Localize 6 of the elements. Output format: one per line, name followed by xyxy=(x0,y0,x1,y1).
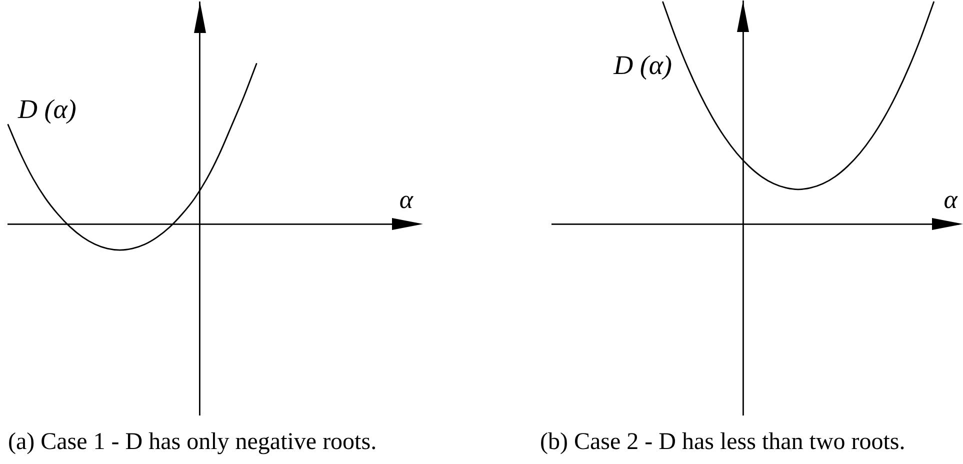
text: (b) Case 2 - D has less than two roots. xyxy=(540,429,906,455)
series-label: D (α) xyxy=(17,94,76,124)
text: (a) Case 1 - D has only negative roots. xyxy=(8,429,377,455)
x-axis-title: α xyxy=(399,185,414,214)
x-axis-title: α xyxy=(944,185,959,214)
series-label: D (α) xyxy=(612,50,672,80)
